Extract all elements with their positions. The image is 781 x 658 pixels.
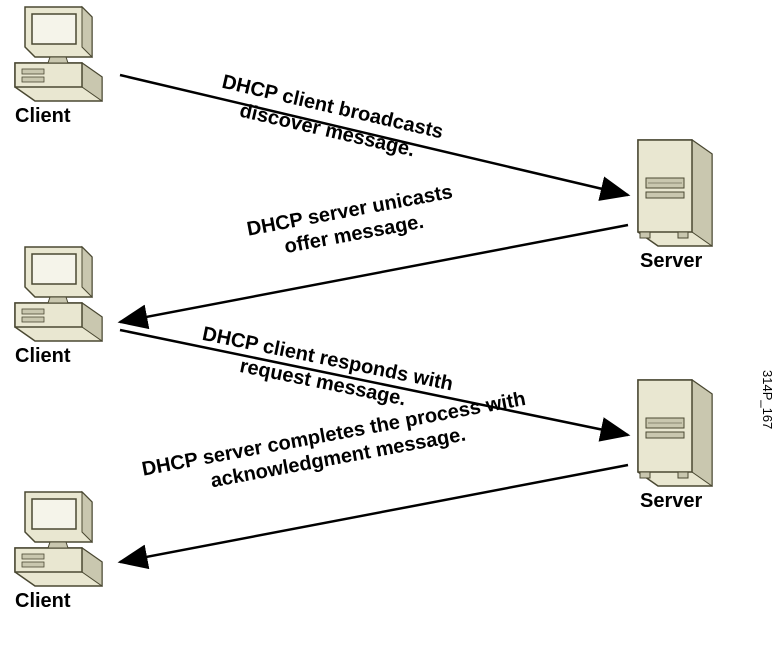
message-arrow <box>120 75 628 195</box>
message-arrow <box>120 330 628 435</box>
message-arrow <box>120 465 628 562</box>
arrows-layer <box>0 0 781 658</box>
message-arrow <box>120 225 628 322</box>
figure-id-label: 314P_167 <box>760 370 775 429</box>
